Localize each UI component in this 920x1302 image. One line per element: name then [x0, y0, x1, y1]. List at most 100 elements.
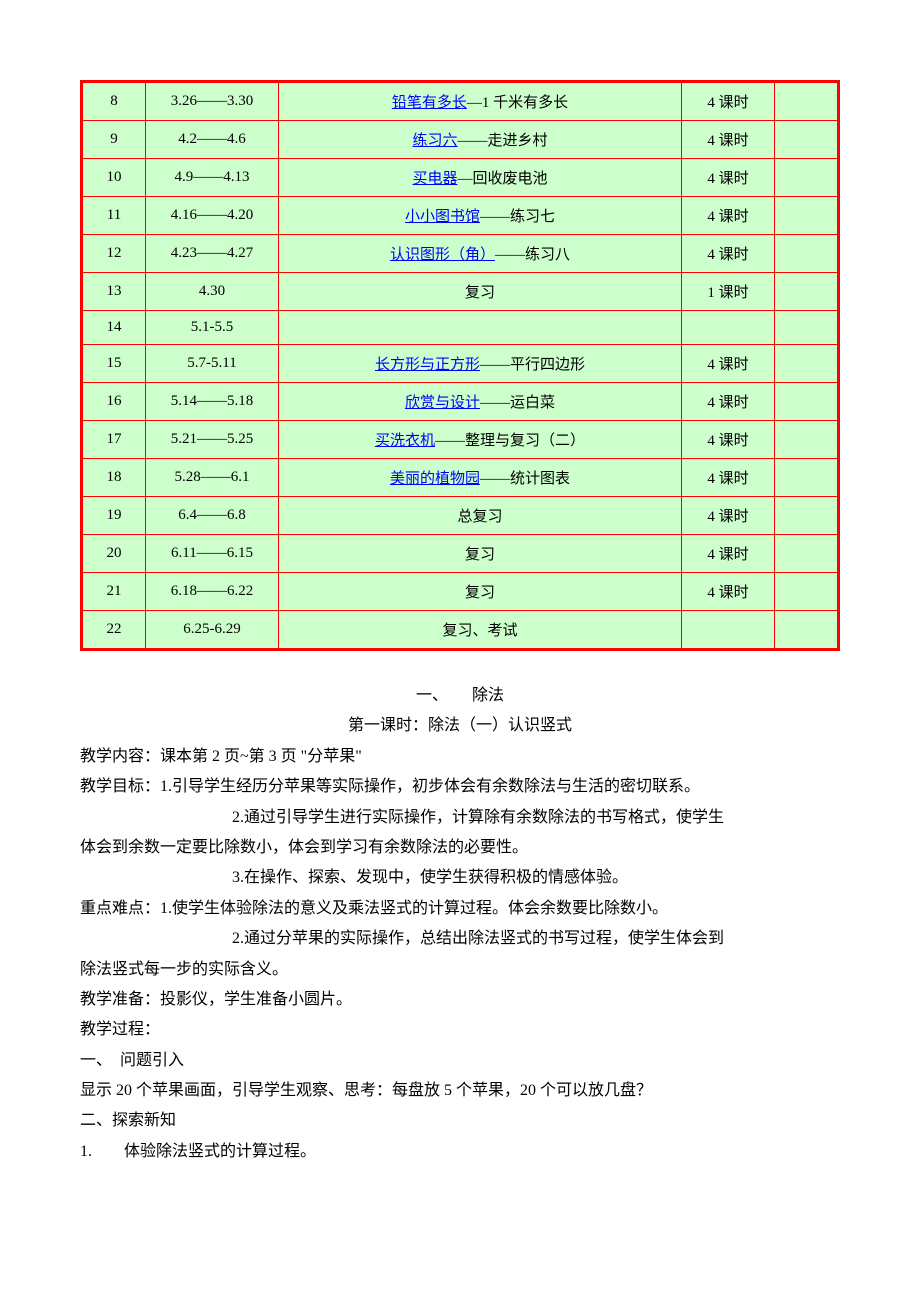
- table-row: 226.25-6.29复习、考试: [82, 611, 839, 650]
- row-empty: [775, 573, 839, 611]
- row-hours: 4 课时: [682, 235, 775, 273]
- row-date: 6.4——6.8: [146, 497, 279, 535]
- row-empty: [775, 535, 839, 573]
- table-row: 175.21——5.25买洗衣机——整理与复习（二）4 课时: [82, 421, 839, 459]
- teaching-content: 教学内容：课本第 2 页~第 3 页 "分苹果": [80, 742, 840, 772]
- content-link[interactable]: 买洗衣机: [375, 433, 435, 449]
- content-link[interactable]: 小小图书馆: [405, 209, 480, 225]
- table-row: 216.18——6.22复习4 课时: [82, 573, 839, 611]
- row-date: 5.1-5.5: [146, 311, 279, 345]
- teaching-process: 教学过程：: [80, 1015, 840, 1045]
- row-date: 4.30: [146, 273, 279, 311]
- content-rest: ——统计图表: [480, 471, 570, 487]
- row-date: 6.11——6.15: [146, 535, 279, 573]
- table-row: 165.14——5.18 欣赏与设计——运白菜 4 课时: [82, 383, 839, 421]
- row-date: 6.25-6.29: [146, 611, 279, 650]
- row-date: 4.9——4.13: [146, 159, 279, 197]
- table-row: 114.16——4.20小小图书馆——练习七4 课时: [82, 197, 839, 235]
- row-number: 17: [82, 421, 146, 459]
- row-number: 15: [82, 345, 146, 383]
- content-link[interactable]: 认识图形（角）: [390, 247, 495, 263]
- row-content: 复习: [279, 573, 682, 611]
- row-number: 12: [82, 235, 146, 273]
- row-content: 复习: [279, 535, 682, 573]
- content-rest: ——平行四边形: [480, 357, 585, 373]
- teaching-goal-1: 教学目标：1.引导学生经历分苹果等实际操作，初步体会有余数除法与生活的密切联系。: [80, 772, 840, 802]
- row-number: 16: [82, 383, 146, 421]
- row-content: 小小图书馆——练习七: [279, 197, 682, 235]
- step-2-item: 1. 体验除法竖式的计算过程。: [80, 1137, 840, 1167]
- row-content: 复习: [279, 273, 682, 311]
- content-rest: —1 千米有多长: [467, 95, 568, 111]
- row-number: 20: [82, 535, 146, 573]
- row-hours: 4 课时: [682, 573, 775, 611]
- row-content: 美丽的植物园——统计图表: [279, 459, 682, 497]
- row-number: 21: [82, 573, 146, 611]
- row-hours: 4 课时: [682, 497, 775, 535]
- row-date: 5.14——5.18: [146, 383, 279, 421]
- row-hours: [682, 311, 775, 345]
- row-content: [279, 311, 682, 345]
- row-content: 买电器—回收废电池: [279, 159, 682, 197]
- row-empty: [775, 421, 839, 459]
- row-date: 5.21——5.25: [146, 421, 279, 459]
- row-content: 复习、考试: [279, 611, 682, 650]
- section-title-2: 第一课时：除法（一）认识竖式: [80, 711, 840, 741]
- content-link[interactable]: 长方形与正方形: [375, 357, 480, 373]
- row-hours: 4 课时: [682, 121, 775, 159]
- table-row: 124.23——4.27认识图形（角）——练习八4 课时: [82, 235, 839, 273]
- row-empty: [775, 121, 839, 159]
- row-content: 认识图形（角）——练习八: [279, 235, 682, 273]
- row-hours: 4 课时: [682, 535, 775, 573]
- row-content: 长方形与正方形——平行四边形: [279, 345, 682, 383]
- table-row: 206.11——6.15复习4 课时: [82, 535, 839, 573]
- teaching-goal-3: 3.在操作、探索、发现中，使学生获得积极的情感体验。: [80, 863, 840, 893]
- row-content: 总复习: [279, 497, 682, 535]
- table-row: 185.28——6.1美丽的植物园——统计图表4 课时: [82, 459, 839, 497]
- row-number: 14: [82, 311, 146, 345]
- row-date: 3.26——3.30: [146, 82, 279, 121]
- table-row: 155.7-5.11长方形与正方形——平行四边形4 课时: [82, 345, 839, 383]
- table-row: 94.2——4.6练习六——走进乡村4 课时: [82, 121, 839, 159]
- row-hours: 4 课时: [682, 421, 775, 459]
- content-rest: ——整理与复习（二）: [435, 433, 585, 449]
- content-link[interactable]: 铅笔有多长: [392, 95, 467, 111]
- content-rest: ——练习七: [480, 209, 555, 225]
- step-1-body: 显示 20 个苹果画面，引导学生观察、思考：每盘放 5 个苹果，20 个可以放几…: [80, 1076, 840, 1106]
- row-empty: [775, 497, 839, 535]
- row-date: 4.16——4.20: [146, 197, 279, 235]
- row-empty: [775, 345, 839, 383]
- row-number: 18: [82, 459, 146, 497]
- content-link[interactable]: 美丽的植物园: [390, 471, 480, 487]
- row-content: 买洗衣机——整理与复习（二）: [279, 421, 682, 459]
- step-1-heading: 一、 问题引入: [80, 1046, 840, 1076]
- row-number: 10: [82, 159, 146, 197]
- row-content: 练习六——走进乡村: [279, 121, 682, 159]
- key-difficulty-2b: 除法竖式每一步的实际含义。: [80, 955, 840, 985]
- row-number: 9: [82, 121, 146, 159]
- table-row: 83.26——3.30铅笔有多长—1 千米有多长4 课时: [82, 82, 839, 121]
- row-number: 11: [82, 197, 146, 235]
- row-number: 22: [82, 611, 146, 650]
- row-date: 5.28——6.1: [146, 459, 279, 497]
- row-hours: 4 课时: [682, 159, 775, 197]
- teaching-prep: 教学准备：投影仪，学生准备小圆片。: [80, 985, 840, 1015]
- table-row: 145.1-5.5: [82, 311, 839, 345]
- row-date: 4.2——4.6: [146, 121, 279, 159]
- teaching-goal-2a: 2.通过引导学生进行实际操作，计算除有余数除法的书写格式，使学生: [80, 803, 840, 833]
- row-date: 4.23——4.27: [146, 235, 279, 273]
- row-hours: 4 课时: [682, 383, 775, 421]
- row-date: 5.7-5.11: [146, 345, 279, 383]
- schedule-table: 83.26——3.30铅笔有多长—1 千米有多长4 课时94.2——4.6练习六…: [80, 80, 840, 651]
- row-hours: 4 课时: [682, 197, 775, 235]
- content-link[interactable]: 欣赏与设计: [405, 395, 480, 411]
- content-rest: ——运白菜: [480, 395, 555, 411]
- row-number: 19: [82, 497, 146, 535]
- row-empty: [775, 611, 839, 650]
- content-link[interactable]: 练习六: [412, 133, 457, 149]
- step-2-heading: 二、探索新知: [80, 1106, 840, 1136]
- row-hours: 1 课时: [682, 273, 775, 311]
- content-link[interactable]: 买电器: [412, 171, 457, 187]
- table-row: 104.9——4.13买电器—回收废电池4 课时: [82, 159, 839, 197]
- row-hours: 4 课时: [682, 345, 775, 383]
